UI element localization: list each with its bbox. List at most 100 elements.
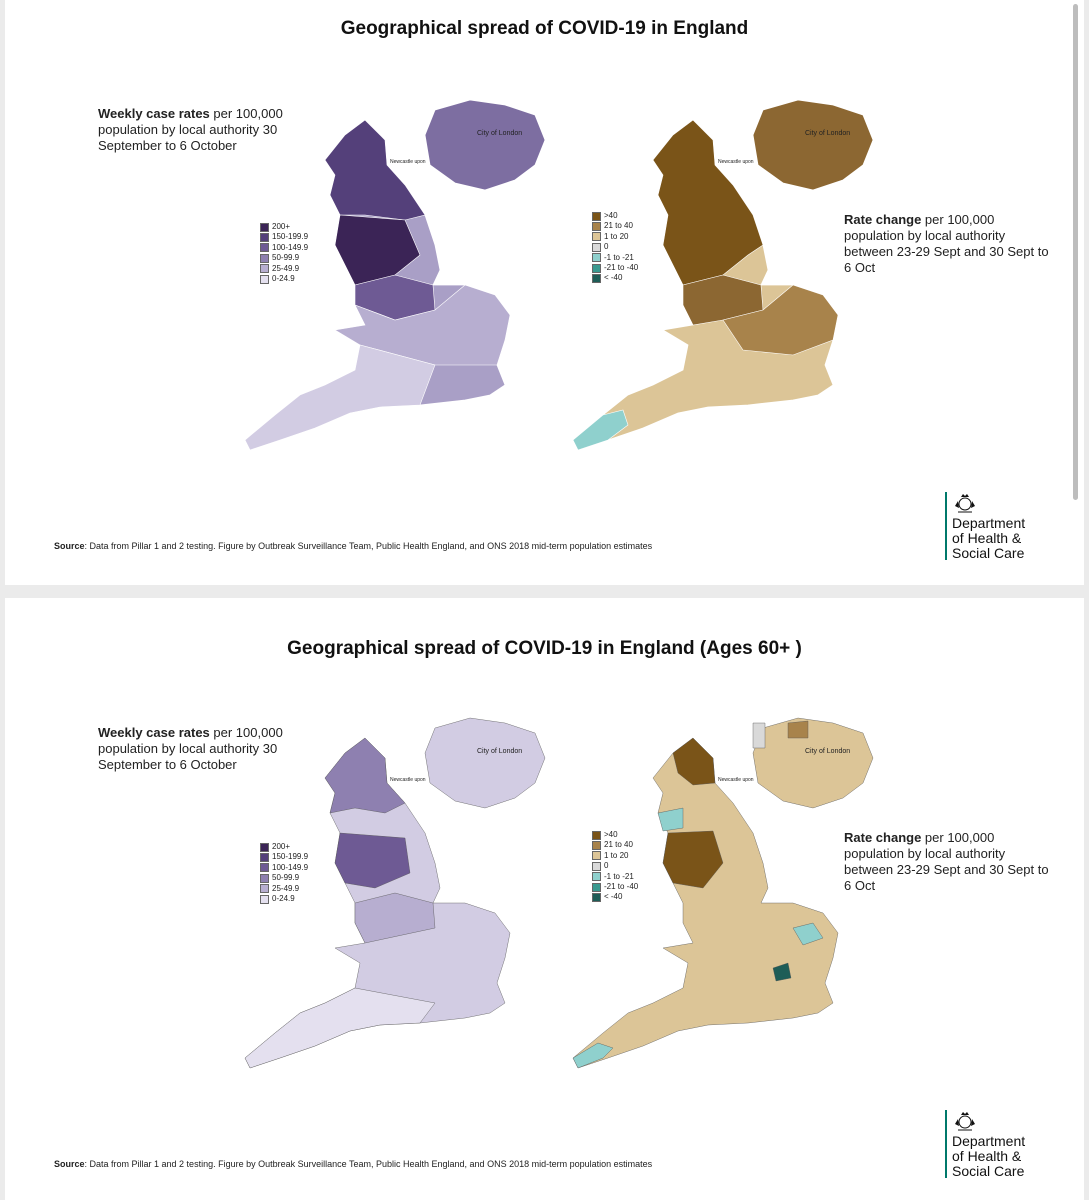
legend-swatch xyxy=(260,873,269,883)
dept-name: Department of Health & Social Care xyxy=(952,515,1026,561)
legend-swatch xyxy=(260,884,269,894)
case-rates-text: per 100,000 population by local authorit… xyxy=(98,106,283,153)
legend-label: -1 to -21 xyxy=(604,871,634,881)
legend-label: >40 xyxy=(604,830,618,839)
map-label-newcastle: Newcastle upon xyxy=(390,159,426,165)
case-rates-legend: 200+ 150-199.9 100-149.9 50-99.9 25-49.9… xyxy=(260,842,308,904)
source-text: : Data from Pillar 1 and 2 testing. Figu… xyxy=(84,541,653,551)
legend-row: -1 to -21 xyxy=(592,872,638,882)
legend-swatch xyxy=(592,830,601,840)
legend-row: 21 to 40 xyxy=(592,840,638,851)
legend-swatch xyxy=(592,242,601,252)
source-text: : Data from Pillar 1 and 2 testing. Figu… xyxy=(84,1159,653,1169)
legend-row: 0-24.9 xyxy=(260,894,308,904)
source-bold: Source xyxy=(54,1159,85,1169)
legend-row: >40 xyxy=(592,211,638,221)
case-rates-description: Weekly case rates per 100,000 population… xyxy=(98,725,308,773)
rate-change-legend: >40 21 to 40 1 to 20 0 -1 to -21 -21 to … xyxy=(592,211,638,284)
rate-change-text: per 100,000 population by local authorit… xyxy=(844,212,1049,275)
logo-bar xyxy=(945,492,947,560)
slide-title: Geographical spread of COVID-19 in Engla… xyxy=(340,18,749,39)
legend-swatch xyxy=(592,253,601,263)
legend-label: 150-199.9 xyxy=(272,232,309,242)
rate-change-text: per 100,000 population by local authorit… xyxy=(844,830,1049,893)
case-rates-description: Weekly case rates per 100,000 population… xyxy=(98,106,308,154)
legend-label: 0-24.9 xyxy=(272,273,295,283)
legend-swatch xyxy=(592,893,601,903)
map-label-newcastle: Newcastle upon xyxy=(390,777,426,783)
rate-change-description: Rate change per 100,000 population by lo… xyxy=(844,830,1054,894)
legend-row: -21 to -40 xyxy=(592,263,638,273)
legend-swatch xyxy=(592,851,601,861)
rate-change-map: City of London Newcastle upon xyxy=(572,717,874,1069)
legend-swatch xyxy=(592,841,601,851)
legend-label: 100-149.9 xyxy=(272,242,309,252)
case-rates-map: City of London Newcastle upon xyxy=(244,99,546,451)
source-note: Source: Data from Pillar 1 and 2 testing… xyxy=(54,1159,652,1169)
legend-label: 100-149.9 xyxy=(272,862,309,872)
legend-swatch xyxy=(592,222,601,232)
legend-label: -1 to -21 xyxy=(604,252,634,262)
legend-swatch xyxy=(592,861,601,871)
dept-name: Department of Health & Social Care xyxy=(952,1133,1026,1179)
legend-row: 25-49.9 xyxy=(260,264,308,274)
royal-crest-icon xyxy=(955,1112,975,1131)
legend-label: 25-49.9 xyxy=(272,263,300,273)
legend-row: < -40 xyxy=(592,273,638,284)
map-label-newcastle: Newcastle upon xyxy=(718,159,754,165)
map-label-london: City of London xyxy=(477,130,522,137)
legend-swatch xyxy=(260,853,269,863)
legend-swatch xyxy=(592,232,601,242)
case-rates-bold: Weekly case rates xyxy=(98,106,210,121)
dhsc-logo: Department of Health & Social Care xyxy=(941,490,1051,562)
legend-label: 0-24.9 xyxy=(272,893,295,903)
legend-swatch xyxy=(260,274,269,284)
slide-all-ages: Geographical spread of COVID-19 in Engla… xyxy=(5,0,1084,585)
legend-swatch xyxy=(592,872,601,882)
legend-swatch xyxy=(260,222,269,232)
dhsc-logo: Department of Health & Social Care xyxy=(941,1108,1051,1180)
rate-change-bold: Rate change xyxy=(844,830,922,845)
legend-row: 150-199.9 xyxy=(260,852,308,863)
legend-swatch xyxy=(260,894,269,904)
legend-label: 0 xyxy=(604,861,609,871)
legend-row: 1 to 20 xyxy=(592,232,638,242)
scrollbar[interactable] xyxy=(1073,4,1078,500)
legend-swatch xyxy=(592,274,601,284)
slide-ages-60-plus: Geographical spread of COVID-19 in Engla… xyxy=(5,598,1084,1200)
legend-row: 21 to 40 xyxy=(592,221,638,232)
rate-change-map: City of London Newcastle upon xyxy=(572,99,874,451)
legend-row: < -40 xyxy=(592,892,638,903)
royal-crest-icon xyxy=(955,494,975,513)
legend-row: 100-149.9 xyxy=(260,243,308,253)
legend-label: 50-99.9 xyxy=(272,873,300,883)
legend-row: 0-24.9 xyxy=(260,274,308,284)
legend-swatch xyxy=(260,233,269,243)
map-label-london: City of London xyxy=(805,130,850,137)
legend-swatch xyxy=(260,264,269,274)
legend-row: 0 xyxy=(592,861,638,871)
map-label-london: City of London xyxy=(805,748,850,755)
legend-swatch xyxy=(592,882,601,892)
rate-change-bold: Rate change xyxy=(844,212,922,227)
legend-swatch xyxy=(260,863,269,873)
legend-row: 50-99.9 xyxy=(260,253,308,263)
legend-label: 1 to 20 xyxy=(604,850,629,860)
legend-row: 150-199.9 xyxy=(260,232,309,243)
legend-label: 21 to 40 xyxy=(604,840,633,850)
legend-label: 200+ xyxy=(272,842,291,851)
legend-label: >40 xyxy=(604,211,618,220)
map-label-london: City of London xyxy=(477,748,522,755)
legend-row: 200+ xyxy=(260,222,308,232)
rate-change-legend: >40 21 to 40 1 to 20 0 -1 to -21 -21 to … xyxy=(592,830,638,903)
legend-row: 200+ xyxy=(260,842,308,852)
legend-row: -21 to -40 xyxy=(592,882,638,892)
legend-label: 21 to 40 xyxy=(604,221,633,231)
legend-label: -21 to -40 xyxy=(604,881,639,891)
case-rates-map: City of London Newcastle upon xyxy=(244,717,546,1069)
slide-title: Geographical spread of COVID-19 in Engla… xyxy=(287,638,802,659)
legend-label: 200+ xyxy=(272,222,291,231)
legend-label: -21 to -40 xyxy=(604,262,639,272)
legend-swatch xyxy=(592,263,601,273)
legend-label: 1 to 20 xyxy=(604,231,629,241)
